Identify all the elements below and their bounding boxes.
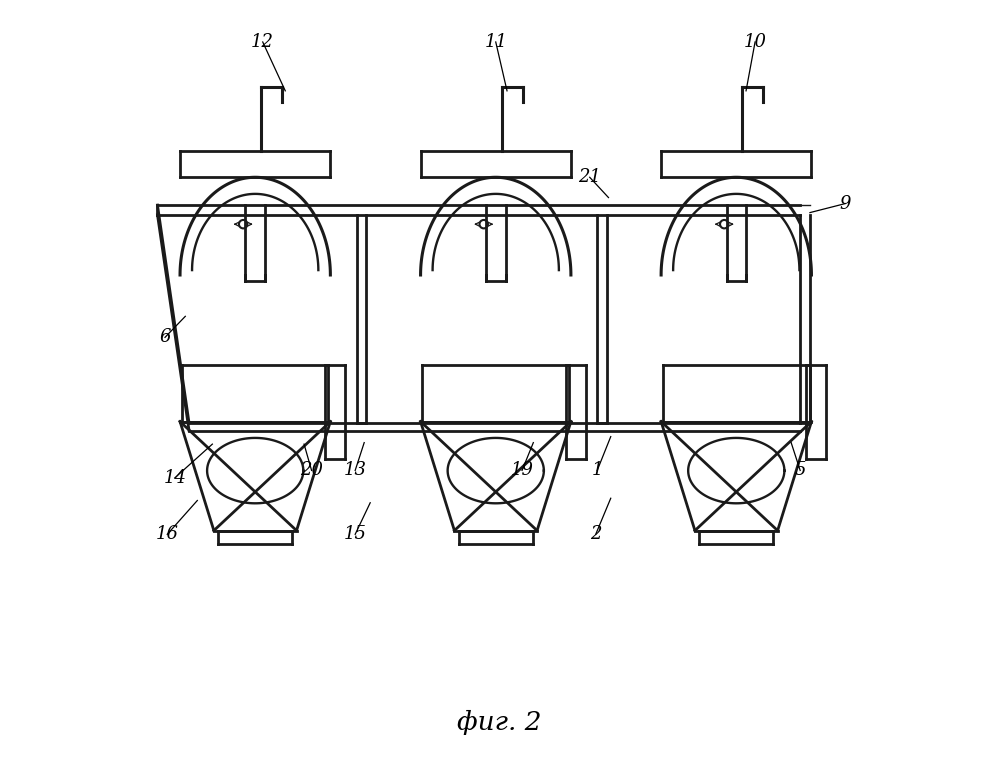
Text: 11: 11	[485, 33, 507, 51]
Text: 10: 10	[743, 33, 766, 51]
Text: фиг. 2: фиг. 2	[458, 709, 541, 734]
Text: 16: 16	[156, 525, 179, 543]
Text: 19: 19	[510, 461, 533, 479]
Text: 9: 9	[839, 195, 851, 212]
Text: 12: 12	[251, 33, 274, 51]
Text: 14: 14	[163, 469, 186, 487]
Text: 2: 2	[590, 525, 601, 543]
Text: 13: 13	[344, 461, 367, 479]
Text: 6: 6	[159, 328, 171, 346]
Text: 15: 15	[344, 525, 367, 543]
Text: 20: 20	[300, 461, 323, 479]
Text: 5: 5	[794, 461, 806, 479]
Text: 1: 1	[591, 461, 603, 479]
Text: 21: 21	[578, 168, 601, 186]
